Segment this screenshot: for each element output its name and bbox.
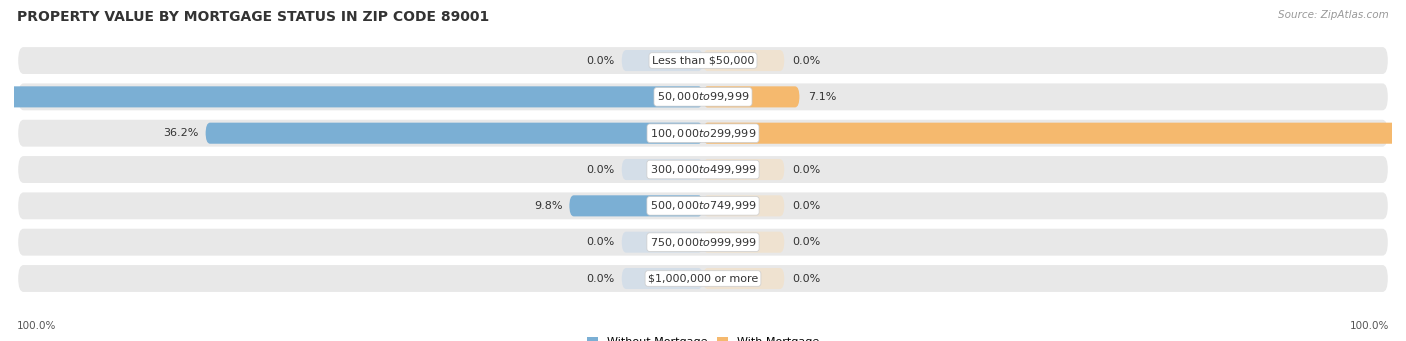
FancyBboxPatch shape <box>621 50 703 71</box>
Text: 0.0%: 0.0% <box>793 237 821 247</box>
FancyBboxPatch shape <box>18 265 1388 292</box>
FancyBboxPatch shape <box>703 232 785 253</box>
FancyBboxPatch shape <box>18 229 1388 256</box>
FancyBboxPatch shape <box>703 123 1406 144</box>
FancyBboxPatch shape <box>703 86 800 107</box>
Text: 0.0%: 0.0% <box>586 56 614 65</box>
Text: 36.2%: 36.2% <box>163 128 198 138</box>
FancyBboxPatch shape <box>205 123 703 144</box>
Text: Source: ZipAtlas.com: Source: ZipAtlas.com <box>1278 10 1389 20</box>
Text: 0.0%: 0.0% <box>586 164 614 175</box>
Text: 0.0%: 0.0% <box>793 164 821 175</box>
Legend: Without Mortgage, With Mortgage: Without Mortgage, With Mortgage <box>588 337 818 341</box>
FancyBboxPatch shape <box>621 232 703 253</box>
Text: $1,000,000 or more: $1,000,000 or more <box>648 273 758 283</box>
FancyBboxPatch shape <box>18 47 1388 74</box>
Text: 9.8%: 9.8% <box>534 201 562 211</box>
FancyBboxPatch shape <box>703 50 785 71</box>
Text: 100.0%: 100.0% <box>17 321 56 331</box>
FancyBboxPatch shape <box>621 159 703 180</box>
Text: $500,000 to $749,999: $500,000 to $749,999 <box>650 199 756 212</box>
Text: Less than $50,000: Less than $50,000 <box>652 56 754 65</box>
FancyBboxPatch shape <box>569 195 703 217</box>
FancyBboxPatch shape <box>18 192 1388 219</box>
Text: 0.0%: 0.0% <box>586 273 614 283</box>
Text: 0.0%: 0.0% <box>586 237 614 247</box>
Text: $100,000 to $299,999: $100,000 to $299,999 <box>650 127 756 140</box>
Text: $300,000 to $499,999: $300,000 to $499,999 <box>650 163 756 176</box>
Text: 0.0%: 0.0% <box>793 201 821 211</box>
FancyBboxPatch shape <box>703 268 785 289</box>
FancyBboxPatch shape <box>18 156 1388 183</box>
Text: 0.0%: 0.0% <box>793 56 821 65</box>
FancyBboxPatch shape <box>18 84 1388 110</box>
FancyBboxPatch shape <box>703 195 785 217</box>
FancyBboxPatch shape <box>18 120 1388 147</box>
Text: 0.0%: 0.0% <box>793 273 821 283</box>
Text: 100.0%: 100.0% <box>1350 321 1389 331</box>
Text: 7.1%: 7.1% <box>807 92 837 102</box>
FancyBboxPatch shape <box>0 86 703 107</box>
Text: PROPERTY VALUE BY MORTGAGE STATUS IN ZIP CODE 89001: PROPERTY VALUE BY MORTGAGE STATUS IN ZIP… <box>17 10 489 24</box>
Text: $50,000 to $99,999: $50,000 to $99,999 <box>657 90 749 103</box>
FancyBboxPatch shape <box>703 159 785 180</box>
Text: $750,000 to $999,999: $750,000 to $999,999 <box>650 236 756 249</box>
FancyBboxPatch shape <box>621 268 703 289</box>
